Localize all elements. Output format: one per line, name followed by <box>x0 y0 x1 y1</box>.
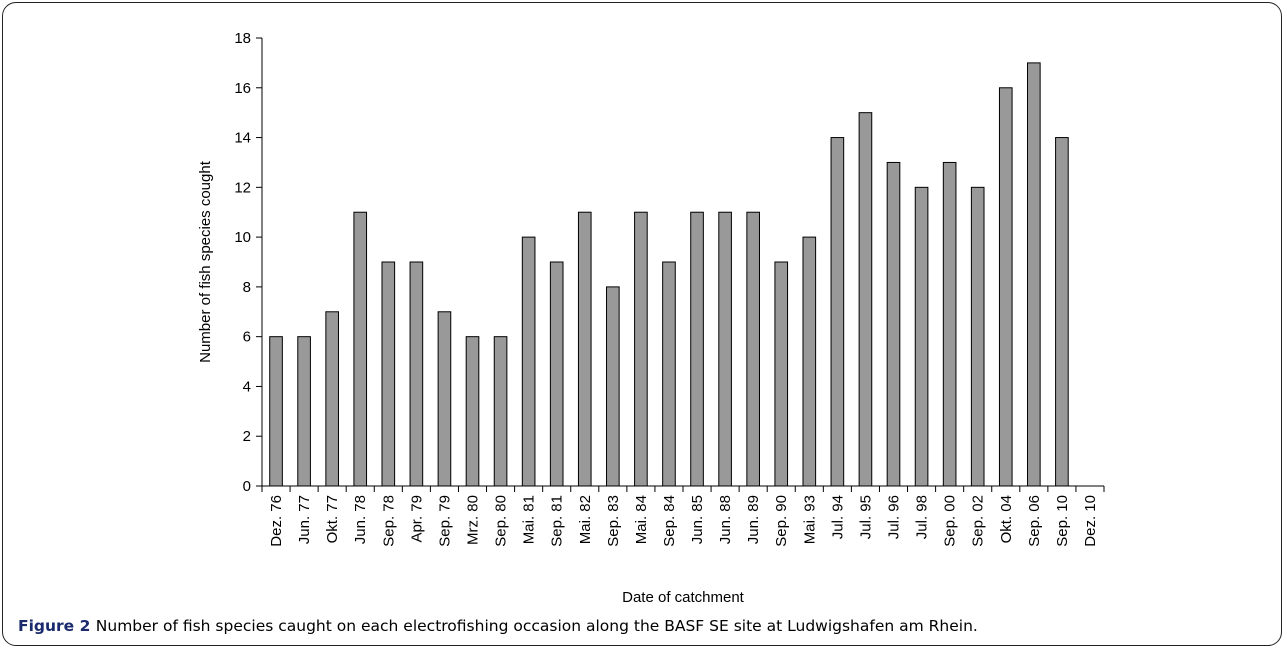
x-tick-label: Sep. 02 <box>970 495 987 547</box>
y-axis-label: Number of fish species cought <box>197 160 214 363</box>
chart-bars <box>269 62 1069 487</box>
y-tick-label: 12 <box>234 179 251 196</box>
bar <box>858 112 873 487</box>
bar <box>493 336 508 487</box>
x-tick-label: Jun. 89 <box>745 495 762 544</box>
bar <box>269 336 283 487</box>
x-tick-label: Jul. 95 <box>857 495 874 539</box>
bar <box>577 211 592 487</box>
bar <box>914 186 929 487</box>
figure-caption: Figure 2 Number of fish species caught o… <box>18 617 1268 635</box>
y-tick-label: 4 <box>243 378 251 395</box>
x-tick-label: Jun. 85 <box>689 495 706 544</box>
bar <box>830 137 845 487</box>
x-tick-label: Jul. 98 <box>914 495 931 539</box>
y-tick-label: 8 <box>243 279 251 296</box>
bar <box>774 261 789 487</box>
x-tick-label: Mrz. 80 <box>465 495 482 545</box>
x-tick-label: Jun. 78 <box>352 495 369 544</box>
figure-label: Figure 2 <box>18 617 91 635</box>
x-tick-label: Sep. 10 <box>1054 495 1071 547</box>
y-tick-label: 16 <box>234 80 251 97</box>
bar <box>549 261 564 487</box>
x-tick-label: Apr. 79 <box>408 495 425 543</box>
bar <box>662 261 676 487</box>
bar <box>297 336 311 487</box>
bar <box>465 336 480 487</box>
bar <box>606 286 620 487</box>
bar <box>998 87 1013 487</box>
caption-text: Number of fish species caught on each el… <box>95 617 978 635</box>
y-tick-labels: 0 2 4 6 8 10 12 14 16 18 <box>234 30 251 495</box>
x-tick-label: Jul. 96 <box>886 495 903 539</box>
bar <box>409 261 424 487</box>
x-tick-label: Sep. 84 <box>661 495 678 547</box>
x-tick-label: Sep. 80 <box>493 495 510 547</box>
y-tick-label: 0 <box>243 478 251 495</box>
x-tick-label: Okt. 77 <box>324 495 341 543</box>
x-tick-label: Jun. 77 <box>296 495 313 544</box>
x-tick-label: Sep. 06 <box>1026 495 1043 547</box>
y-tick-label: 14 <box>234 130 251 147</box>
bar <box>802 236 817 487</box>
x-tick-label: Sep. 90 <box>773 495 790 547</box>
x-tick-label: Sep. 79 <box>436 495 453 547</box>
y-tick-label: 6 <box>243 329 251 346</box>
bar <box>942 161 957 487</box>
chart-axes <box>256 37 1105 492</box>
x-tick-label: Dez. 76 <box>268 495 285 547</box>
bar <box>521 236 536 487</box>
bar <box>690 211 704 487</box>
bar <box>886 161 901 487</box>
bar <box>1055 137 1069 487</box>
bar <box>746 211 760 487</box>
bar <box>325 311 339 487</box>
x-axis-label: Date of catchment <box>622 589 745 606</box>
bar <box>634 211 648 487</box>
bar <box>970 186 985 487</box>
x-tick-label: Jul. 94 <box>829 495 846 539</box>
x-tick-label: Sep. 83 <box>605 495 622 547</box>
x-tick-label: Okt. 04 <box>998 495 1015 543</box>
bar <box>381 261 396 487</box>
x-tick-labels: Dez. 76 Jun. 77 Okt. 77 Jun. 78 Sep. 78 Apr. … <box>268 495 1099 547</box>
x-tick-label: Dez. 10 <box>1082 495 1099 547</box>
bar-chart: 0 2 4 6 8 10 12 14 16 18 Dez. 76 Jun. 77 Okt. 77 Jun… <box>197 30 1105 606</box>
y-tick-label: 2 <box>243 428 251 445</box>
x-tick-label: Mai. 84 <box>633 495 650 544</box>
y-tick-label: 10 <box>234 229 251 246</box>
x-tick-label: Jun. 88 <box>717 495 734 544</box>
y-tick-label: 18 <box>234 30 251 47</box>
bar <box>718 211 732 487</box>
x-tick-label: Mai. 82 <box>577 495 594 544</box>
bar <box>437 311 452 487</box>
x-tick-label: Sep. 78 <box>380 495 397 547</box>
x-tick-label: Sep. 81 <box>549 495 566 547</box>
bar <box>353 211 368 487</box>
bar <box>1027 62 1041 487</box>
x-tick-label: Sep. 00 <box>942 495 959 547</box>
x-tick-label: Mai. 93 <box>801 495 818 544</box>
x-tick-label: Mai. 81 <box>521 495 538 544</box>
